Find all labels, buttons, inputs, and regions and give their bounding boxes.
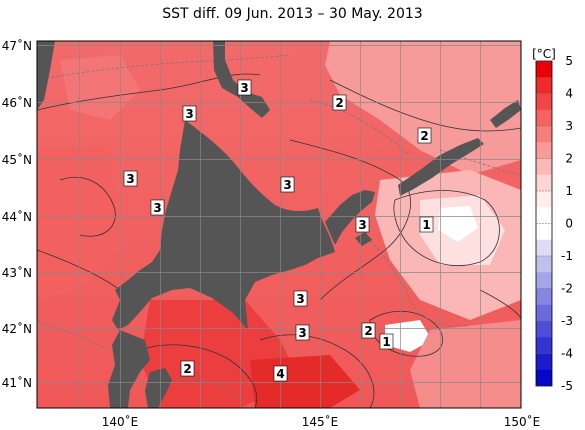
colorbar-ticks: 5 4 3 2 1 0 -1 -2 -3 -4 -5 (536, 54, 573, 393)
colorbar-tick-label: 0 (565, 217, 573, 231)
colorbar-cell (536, 158, 552, 176)
contour-label: 2 (332, 94, 347, 111)
map-title: SST diff. 09 Jun. 2013 – 30 May. 2013 (162, 6, 423, 22)
land-sakhalin (213, 41, 270, 118)
svg-text:2: 2 (183, 362, 191, 376)
svg-text:3: 3 (185, 107, 193, 121)
lon-axis-labels: 140˚E 145˚E 150˚E (102, 414, 541, 429)
lon-label: 150˚E (504, 414, 541, 429)
contour-label: 3 (355, 216, 370, 233)
svg-text:3: 3 (126, 172, 134, 186)
svg-text:4: 4 (276, 367, 284, 381)
near-zero-patch (438, 206, 478, 242)
contour-label: 3 (293, 290, 308, 307)
near-zero-patch-south (385, 320, 432, 352)
land-shimokita (145, 368, 172, 408)
patch-south-east (410, 320, 521, 408)
colorbar-cell (536, 337, 552, 354)
svg-text:3: 3 (296, 292, 304, 306)
svg-text:3: 3 (240, 81, 248, 95)
contour-label: 3 (237, 79, 252, 96)
land-hokkaido (112, 120, 335, 330)
land-shikotan (355, 232, 372, 246)
lon-label: 140˚E (102, 414, 139, 429)
colorbar-tick-label: 1 (565, 184, 573, 198)
contour-label: 2 (417, 127, 432, 144)
patch-west (37, 145, 120, 300)
land-honshu-north (108, 330, 150, 408)
lat-label: 43˚N (2, 265, 32, 280)
colorbar-cell (536, 256, 552, 273)
contour-label: 3 (150, 199, 165, 216)
colorbar-cell (536, 369, 552, 387)
colorbar-tick-label: -2 (561, 282, 573, 296)
colorbar-cell (536, 61, 552, 78)
colorbar-cell (536, 174, 552, 192)
colorbar-cell (536, 223, 552, 241)
land-russia-coast (37, 41, 55, 110)
colorbar-cell (536, 272, 552, 289)
contour-label: 2 (361, 322, 376, 339)
svg-text:2: 2 (364, 324, 372, 338)
lat-label: 46˚N (2, 95, 32, 110)
lat-label: 41˚N (2, 375, 32, 390)
lat-label: 44˚N (2, 209, 32, 224)
colorbar-cell (536, 304, 552, 322)
colorbar-cell (536, 77, 552, 94)
colorbar-tick-label: 2 (565, 152, 573, 166)
contour-label: 1 (419, 216, 434, 233)
colorbar-tick-label: 3 (565, 119, 573, 133)
contour-label: 1 (379, 333, 394, 350)
svg-text:1: 1 (422, 218, 430, 232)
colorbar-tick-label: -3 (561, 314, 573, 328)
svg-text:3: 3 (153, 201, 161, 215)
colorbar-cell (536, 288, 552, 306)
lat-label: 45˚N (2, 152, 32, 167)
colorbar-tick-label: 5 (565, 54, 573, 68)
land-urup (490, 100, 521, 128)
colorbar-unit: [°C] (532, 47, 556, 61)
contour-labels: 3 3 2 2 3 3 3 3 1 3 3 2 1 2 4 (123, 79, 434, 382)
colorbar-cell (536, 191, 552, 208)
contour-label: 3 (123, 170, 138, 187)
patch-north-west (60, 55, 140, 120)
contour-label: 4 (273, 365, 288, 382)
svg-text:3: 3 (298, 326, 306, 340)
colorbar-cell (536, 142, 552, 159)
colorbar-cell (536, 126, 552, 143)
contour-label: 3 (280, 176, 295, 193)
contour-label: 2 (180, 360, 195, 377)
svg-text:1: 1 (382, 335, 390, 349)
colorbar-cell (536, 239, 552, 257)
lat-label: 42˚N (2, 321, 32, 336)
land-kunashir (325, 190, 375, 245)
lat-axis-labels: 47˚N 46˚N 45˚N 44˚N 43˚N 42˚N 41˚N (2, 38, 32, 390)
svg-text:3: 3 (283, 178, 291, 192)
grid-lines (37, 41, 521, 408)
colorbar: [°C] 5 4 3 2 1 0 -1 -2 -3 -4 -5 (532, 47, 573, 393)
svg-text:2: 2 (420, 129, 428, 143)
contour-label: 3 (295, 324, 310, 341)
colorbar-tick-label: -1 (561, 249, 573, 263)
plot-area (37, 41, 521, 408)
svg-text:2: 2 (335, 96, 343, 110)
colorbar-cell (536, 353, 552, 371)
plot-frame (36, 40, 522, 409)
colorbar-tick-label: 4 (565, 87, 573, 101)
land-masses (37, 41, 521, 408)
colorbar-cells (536, 61, 552, 387)
colorbar-cell (536, 321, 552, 338)
contour-label: 3 (182, 105, 197, 122)
anomaly-patches (37, 41, 521, 408)
lat-label: 47˚N (2, 38, 32, 53)
colorbar-cell (536, 207, 552, 224)
colorbar-tick-label: -4 (561, 347, 573, 361)
colorbar-tick-label: -5 (561, 379, 573, 393)
svg-text:3: 3 (358, 218, 366, 232)
lon-label: 145˚E (302, 414, 339, 429)
colorbar-cell (536, 93, 552, 111)
land-iturup (398, 138, 484, 196)
colorbar-cell (536, 109, 552, 127)
